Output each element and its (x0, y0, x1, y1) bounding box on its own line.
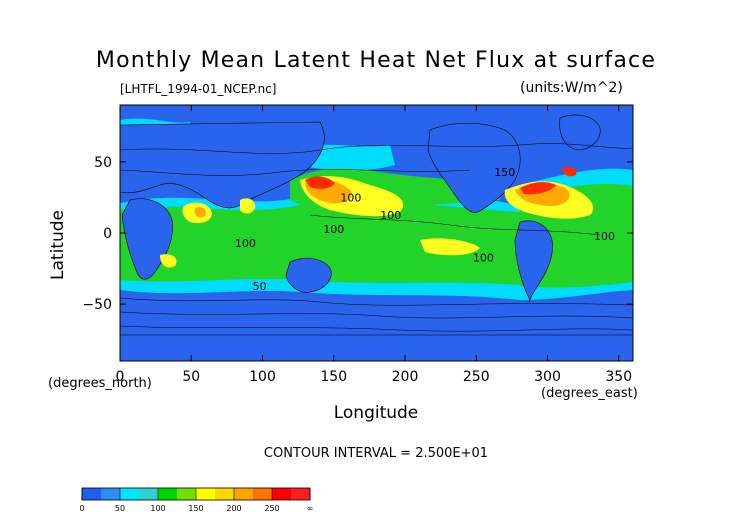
y-unit-label: (degrees_north) (48, 376, 152, 391)
contour-interval-label: CONTOUR INTERVAL = 2.500E+01 (263, 446, 489, 461)
chart-title: Monthly Mean Latent Heat Net Flux at sur… (95, 48, 657, 73)
colorbar-swatch (253, 488, 273, 500)
contour-value-label: 100 (235, 237, 256, 250)
y-tick-label: 50 (94, 155, 112, 171)
x-ticks: 0 50 100 150 200 250 300 350 (116, 105, 632, 385)
colorbar-swatch (196, 488, 216, 500)
x-axis-label: Longitude (333, 403, 419, 423)
colorbar: 0 50 100 150 200 250 ∞ (79, 487, 314, 513)
source-file-label: [LHTFL_1994-01_NCEP.nc] (120, 82, 277, 96)
colorbar-label: 250 (264, 504, 279, 513)
contour-value-label: 100 (323, 223, 344, 236)
colorbar-label: 0 (79, 504, 84, 513)
x-tick-label: 50 (182, 369, 200, 385)
y-tick-label: 0 (103, 226, 112, 242)
colorbar-label: 100 (150, 504, 165, 513)
colorbar-swatch (291, 488, 311, 500)
colorbar-label: 50 (115, 504, 125, 513)
units-label: (units:W/m^2) (520, 80, 623, 96)
x-tick-label: 350 (605, 369, 632, 385)
colorbar-swatch (234, 488, 254, 500)
colorbar-label: 200 (226, 504, 241, 513)
x-unit-label: (degrees_east) (541, 386, 638, 401)
colorbar-swatch (82, 488, 102, 500)
x-tick-label: 200 (392, 369, 419, 385)
colorbar-swatch (272, 488, 292, 500)
colorbar-swatch (139, 488, 159, 500)
colorbar-swatch (120, 488, 140, 500)
contour-value-label: 50 (253, 280, 267, 293)
contour-labels: 100 100 150 100 100 100 100 50 (235, 166, 615, 293)
colorbar-label: 150 (188, 504, 203, 513)
contour-value-label: 100 (380, 209, 401, 222)
y-ticks: −50 0 50 (82, 155, 633, 313)
x-tick-label: 150 (320, 369, 347, 385)
x-tick-label: 250 (463, 369, 490, 385)
contour-value-label: 100 (473, 251, 494, 264)
contour-value-label: 100 (594, 230, 615, 243)
red-band (305, 166, 577, 195)
colorbar-swatch (177, 488, 197, 500)
colorbar-swatch (215, 488, 235, 500)
y-tick-label: −50 (82, 297, 112, 313)
flux-map: 100 100 150 100 100 100 100 50 (120, 105, 633, 361)
contour-value-label: 150 (494, 166, 515, 179)
colorbar-swatch (158, 488, 178, 500)
colorbar-swatch (101, 488, 121, 500)
continents (120, 114, 633, 361)
contour-value-label: 100 (340, 192, 361, 205)
x-tick-label: 0 (116, 369, 125, 385)
colorbar-label: ∞ (307, 504, 314, 513)
x-tick-label: 300 (534, 369, 561, 385)
contour-lines (120, 143, 633, 332)
x-tick-label: 100 (249, 369, 276, 385)
